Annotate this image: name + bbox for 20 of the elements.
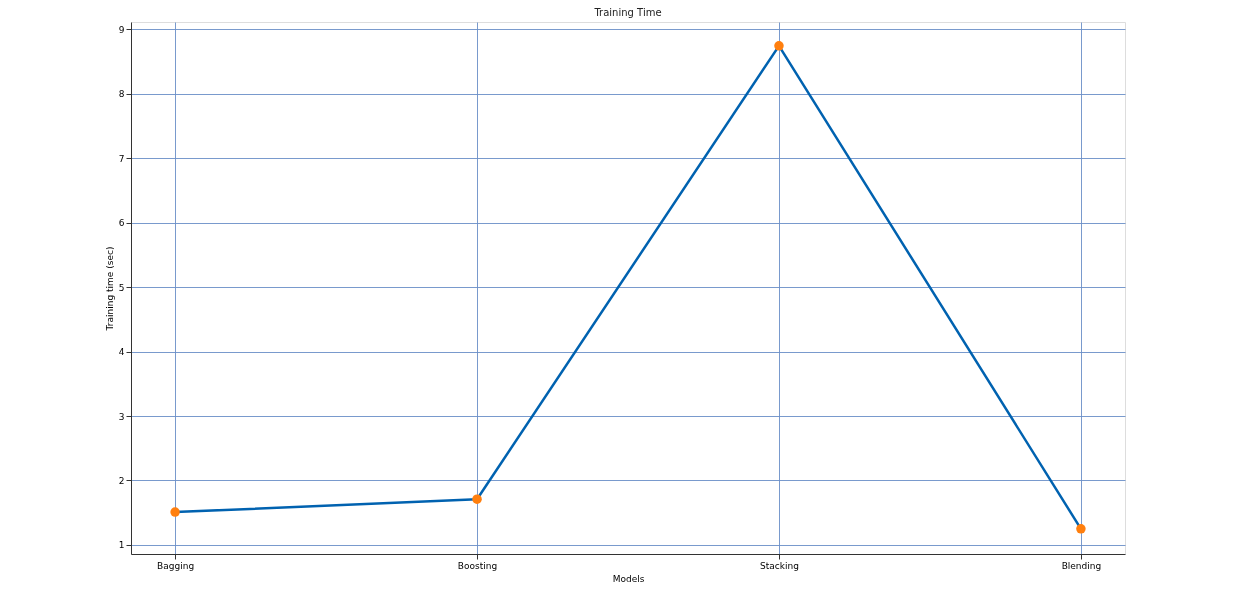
x-tick-label: Stacking — [760, 560, 799, 571]
y-tick-label: 1 — [118, 540, 125, 551]
y-tick-label: 7 — [118, 153, 125, 164]
x-tick-label: Bagging — [157, 560, 195, 571]
y-tick-label: 4 — [118, 347, 125, 358]
y-axis-title: Training time (sec) — [104, 246, 115, 332]
chart-title: Training Time — [593, 7, 662, 18]
y-tick-label: 6 — [118, 218, 125, 229]
x-axis-title: Models — [612, 573, 645, 584]
y-tick-label: 2 — [118, 475, 125, 486]
y-tick-label: 9 — [118, 24, 125, 35]
point — [1076, 524, 1086, 534]
x-tick-label: Blending — [1061, 560, 1102, 571]
point — [472, 494, 482, 504]
point — [170, 507, 180, 517]
y-tick-label: 3 — [118, 411, 125, 422]
y-tick-label: 5 — [118, 282, 125, 293]
y-tick-label: 8 — [118, 89, 125, 100]
point — [774, 41, 784, 51]
x-tick-label: Boosting — [457, 560, 498, 571]
